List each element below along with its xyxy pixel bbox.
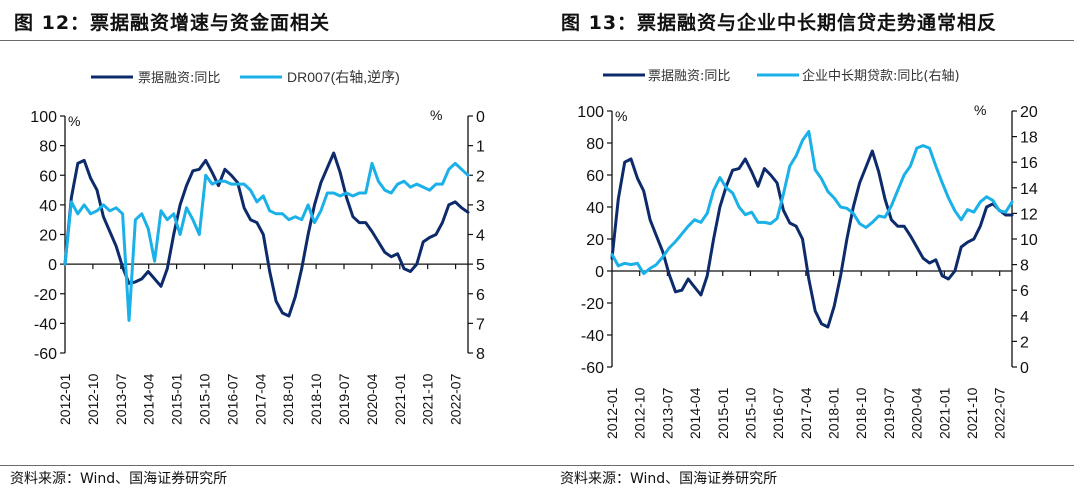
left-y-tick-label: -60 — [581, 360, 604, 377]
x-tick-label: 2017-04 — [798, 387, 814, 439]
left-y-tick-label: 100 — [30, 109, 57, 126]
left-y-tick-label: 60 — [586, 168, 604, 185]
series-line-dr007 — [63, 161, 470, 322]
x-tick-label: 2012-10 — [632, 387, 648, 439]
left-y-tick-label: 80 — [586, 136, 604, 153]
left-y-tick-label: 60 — [39, 168, 57, 185]
x-tick-label: 2012-01 — [57, 373, 73, 425]
x-tick-label: 2022-07 — [448, 373, 464, 425]
x-tick-label: 2018-01 — [280, 373, 296, 425]
x-tick-label: 2020-04 — [364, 373, 380, 425]
left-y-tick-label: -40 — [34, 316, 57, 333]
left-y-tick-label: -40 — [581, 328, 604, 345]
right-y-tick-label: 2 — [1020, 334, 1029, 351]
x-tick-label: 2016-07 — [224, 373, 240, 425]
right-y-tick-label: 12 — [1020, 206, 1038, 223]
source-divider — [540, 465, 1074, 466]
right-y-tick-label: 10 — [1020, 232, 1038, 249]
x-tick-label: 2019-07 — [336, 373, 352, 425]
figure-title: 图 13：票据融资与企业中长期信贷走势通常相反 — [561, 12, 998, 34]
right-y-tick-label: 7 — [476, 316, 485, 333]
right-y-tick-label: 14 — [1020, 181, 1038, 198]
x-tick-label: 2014-04 — [141, 373, 157, 425]
series-line-bill-financing — [63, 151, 470, 318]
right-axis-unit: % — [430, 107, 442, 123]
source-note: 资料来源：Wind、国海证券研究所 — [10, 471, 228, 487]
x-tick-label: 2015-01 — [715, 387, 731, 439]
left-y-tick-label: 80 — [39, 139, 57, 156]
left-y-tick-label: -20 — [581, 296, 604, 313]
x-tick-label: 2012-01 — [604, 387, 620, 439]
x-tick-label: 2019-07 — [881, 387, 897, 439]
right-y-tick-label: 20 — [1020, 104, 1038, 121]
left-y-tick-label: 0 — [595, 264, 604, 281]
right-y-tick-label: 1 — [476, 139, 485, 156]
left-y-tick-label: 20 — [586, 232, 604, 249]
x-tick-label: 2021-10 — [964, 387, 980, 439]
left-y-tick-label: 40 — [586, 200, 604, 217]
right-y-tick-label: 6 — [1020, 283, 1029, 300]
x-tick-label: 2018-01 — [826, 387, 842, 439]
left-y-tick-label: -60 — [34, 346, 57, 363]
title-divider — [0, 40, 540, 41]
source-divider — [0, 465, 540, 466]
x-tick-label: 2021-01 — [392, 373, 408, 425]
x-tick-label: 2013-07 — [113, 373, 129, 425]
x-tick-label: 2017-04 — [252, 373, 268, 425]
x-tick-label: 2014-04 — [687, 387, 703, 439]
right-y-tick-label: 6 — [476, 287, 485, 304]
legend-label-series-1: 票据融资:同比 — [138, 71, 220, 86]
x-tick-label: 2015-10 — [742, 387, 758, 439]
figure-title: 图 12：票据融资增速与资金面相关 — [14, 12, 331, 34]
x-tick-label: 2021-01 — [936, 387, 952, 439]
x-tick-label: 2018-10 — [853, 387, 869, 439]
x-tick-label: 2018-10 — [308, 373, 324, 425]
source-note: 资料来源：Wind、国海证券研究所 — [560, 471, 778, 487]
left-y-tick-label: 20 — [39, 228, 57, 245]
right-y-tick-label: 5 — [476, 257, 485, 274]
chart-bill-financing-vs-dr007: 票据融资:同比 DR007(右轴,逆序)100806040200-20-40-60… — [30, 69, 485, 425]
left-y-tick-label: 0 — [48, 257, 57, 274]
legend-label-series-1: 票据融资:同比 — [648, 69, 730, 84]
x-tick-label: 2015-10 — [197, 373, 213, 425]
title-divider — [540, 40, 1074, 41]
right-y-tick-label: 2 — [476, 168, 485, 185]
legend-label-series-2: DR007(右轴,逆序) — [287, 69, 400, 85]
right-y-tick-label: 4 — [476, 228, 485, 245]
right-y-tick-label: 0 — [476, 109, 485, 126]
x-tick-label: 2021-10 — [420, 373, 436, 425]
right-y-tick-label: 18 — [1020, 130, 1038, 147]
right-y-tick-label: 8 — [1020, 258, 1029, 275]
right-axis-unit: % — [974, 102, 986, 118]
x-tick-label: 2012-10 — [85, 373, 101, 425]
right-y-tick-label: 3 — [476, 198, 485, 215]
left-axis-unit: % — [68, 113, 80, 129]
right-y-tick-label: 8 — [476, 346, 485, 363]
series-line-mlt-loans — [610, 130, 1014, 276]
left-y-tick-label: 100 — [577, 104, 604, 121]
legend-label-series-2: 企业中长期贷款:同比(右轴) — [802, 68, 960, 84]
x-tick-label: 2016-07 — [770, 387, 786, 439]
left-axis-unit: % — [615, 108, 627, 124]
left-y-tick-label: -20 — [34, 287, 57, 304]
figure-13-panel: 图 13：票据融资与企业中长期信贷走势通常相反 票据融资:同比 企业中长期贷款:同… — [540, 0, 1080, 491]
x-tick-label: 2013-07 — [659, 387, 675, 439]
right-y-tick-label: 4 — [1020, 309, 1029, 326]
right-y-tick-label: 16 — [1020, 155, 1038, 172]
right-y-tick-label: 0 — [1020, 360, 1029, 377]
x-tick-label: 2022-07 — [992, 387, 1008, 439]
chart-bill-financing-vs-mlt-loans: 票据融资:同比 企业中长期贷款:同比(右轴)100806040200-20-40-… — [577, 68, 1038, 439]
x-tick-label: 2020-04 — [909, 387, 925, 439]
x-tick-label: 2015-01 — [169, 373, 185, 425]
figure-12-panel: 图 12：票据融资增速与资金面相关 票据融资:同比 DR007(右轴,逆序) 100… — [0, 12, 540, 487]
left-y-tick-label: 40 — [39, 198, 57, 215]
series-line-bill-financing — [610, 149, 1014, 329]
